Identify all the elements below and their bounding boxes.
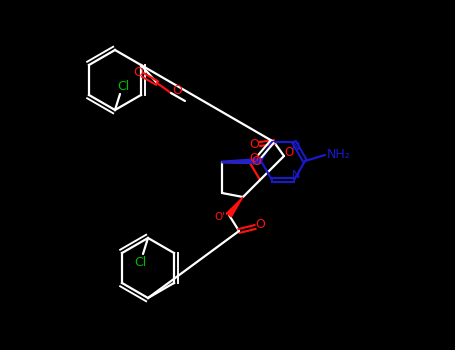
Text: Cl: Cl	[134, 256, 146, 268]
Text: O: O	[284, 147, 293, 160]
Text: O: O	[251, 155, 261, 168]
Text: N: N	[292, 142, 300, 152]
Text: O: O	[249, 152, 258, 164]
Polygon shape	[222, 159, 261, 163]
Text: N: N	[252, 157, 260, 167]
Text: O: O	[255, 218, 265, 231]
Text: O: O	[172, 84, 182, 98]
Text: O'': O''	[214, 212, 228, 222]
Text: NH₂: NH₂	[327, 148, 351, 161]
Text: N: N	[292, 170, 300, 180]
Polygon shape	[227, 197, 243, 217]
Text: O: O	[133, 66, 143, 79]
Text: O: O	[249, 139, 259, 152]
Text: Cl: Cl	[117, 80, 129, 93]
